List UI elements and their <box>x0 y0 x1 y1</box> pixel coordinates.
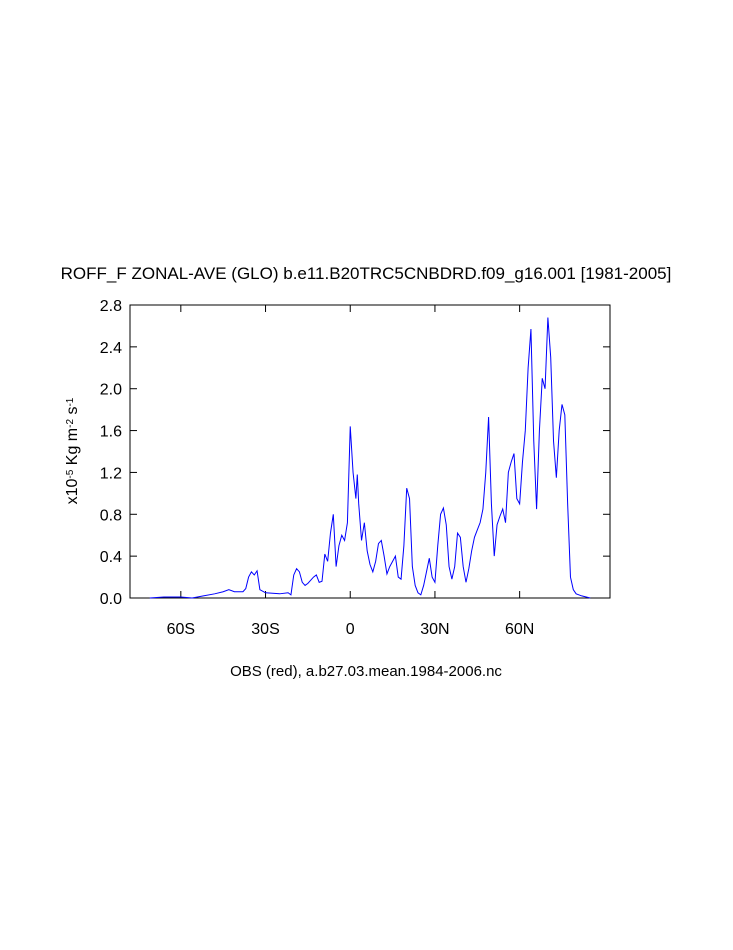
plot-frame <box>129 304 611 599</box>
x-tick-label: 30N <box>420 621 449 638</box>
y-tick-label: 1.6 <box>100 424 122 441</box>
y-tick-label: 0.0 <box>100 591 122 608</box>
x-axis-label: OBS (red), a.b27.03.mean.1984-2006.nc <box>230 663 502 680</box>
y-tick-label: 2.0 <box>100 382 122 399</box>
x-tick-label: 30S <box>251 621 279 638</box>
y-label-part: s <box>64 407 81 419</box>
y-label-part: -5 <box>65 469 76 478</box>
y-tick-label: 0.4 <box>100 549 122 566</box>
data-line <box>149 317 591 599</box>
y-label-part: -2 <box>65 419 76 428</box>
x-tick-label: 60N <box>505 621 534 638</box>
y-tick-label: 2.8 <box>100 298 122 315</box>
y-axis-label: x10-5 Kg m-2 s-1 <box>64 397 81 504</box>
x-tick-label: 60S <box>167 621 195 638</box>
y-tick-label: 2.4 <box>100 340 122 357</box>
y-tick-label: 1.2 <box>100 465 122 482</box>
y-label-part: Kg m <box>64 428 81 470</box>
y-tick-label: 0.8 <box>100 507 122 524</box>
chart-title: ROFF_F ZONAL-AVE (GLO) b.e11.B20TRC5CNBD… <box>61 264 672 283</box>
y-label-part: x10 <box>64 478 81 504</box>
x-tick-label: 0 <box>346 621 355 638</box>
y-label-part: -1 <box>65 397 76 406</box>
